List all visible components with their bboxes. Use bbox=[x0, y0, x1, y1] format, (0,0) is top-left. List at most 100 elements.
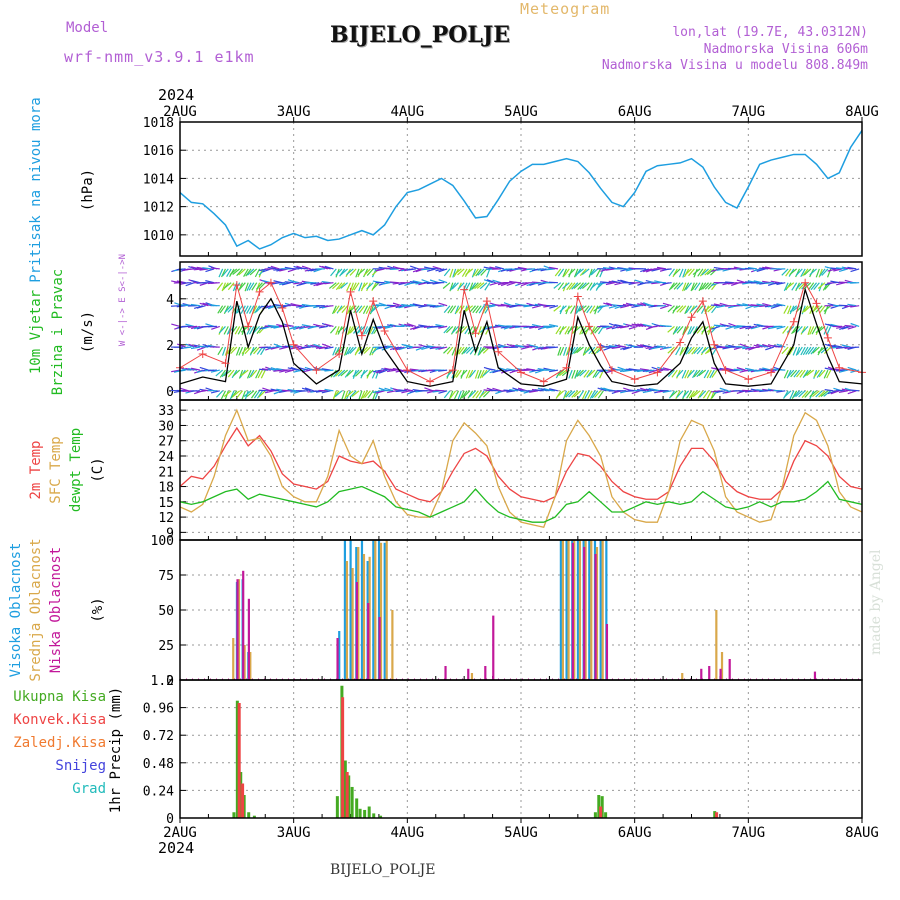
wind-barb bbox=[571, 369, 576, 379]
wind-gust-point bbox=[562, 363, 571, 372]
y-tick-label: 33 bbox=[158, 404, 174, 419]
wind-barb bbox=[188, 343, 198, 348]
wind-gust-point bbox=[312, 366, 321, 375]
wind-barb bbox=[321, 390, 331, 394]
wind-barb bbox=[171, 369, 181, 373]
wind-barb bbox=[371, 346, 380, 354]
wind-gust-point bbox=[198, 350, 207, 358]
wind-barb bbox=[244, 390, 249, 400]
wind-barb bbox=[270, 367, 280, 371]
wind-barb bbox=[581, 326, 587, 335]
wind-barb bbox=[333, 305, 340, 314]
wind-barb bbox=[381, 368, 391, 371]
wind-barb bbox=[324, 388, 334, 392]
wind-barb bbox=[476, 282, 485, 289]
wind-barb bbox=[451, 325, 459, 334]
cloud-ylabel-0: Visoka Oblacnost bbox=[8, 543, 24, 678]
wind-barb bbox=[682, 326, 687, 336]
wind-barb bbox=[573, 282, 582, 290]
wind-barb bbox=[443, 346, 451, 354]
wind-barb bbox=[313, 343, 323, 348]
wind-barb bbox=[810, 282, 818, 291]
wind-barb bbox=[472, 305, 479, 314]
wind-barb bbox=[352, 369, 360, 378]
wind-gust-point bbox=[221, 359, 230, 368]
wind-barb bbox=[475, 305, 482, 314]
x-tick-label-top: 2AUG bbox=[163, 104, 197, 120]
wind-barb bbox=[529, 325, 539, 329]
panel-frame bbox=[179, 679, 863, 819]
wind-barb bbox=[686, 390, 693, 399]
year-label-bottom: 2024 bbox=[158, 839, 194, 857]
wind-gust-point bbox=[539, 377, 548, 386]
wind-barb bbox=[750, 325, 760, 330]
wind-barb bbox=[503, 369, 513, 372]
wind-barb bbox=[543, 265, 553, 270]
wind-barb bbox=[813, 282, 820, 291]
wind-barb bbox=[750, 346, 760, 349]
wind-barb bbox=[332, 282, 340, 290]
wind-barb bbox=[520, 304, 530, 307]
wind-barb bbox=[463, 346, 471, 354]
wind-barb bbox=[468, 282, 474, 292]
wind-barb bbox=[820, 346, 829, 354]
wind-barb bbox=[199, 366, 209, 371]
wind-barb bbox=[671, 369, 678, 378]
wind-barb bbox=[672, 305, 681, 312]
wind-barb bbox=[435, 324, 445, 327]
wind-barb bbox=[229, 390, 235, 400]
cloud-bar bbox=[349, 540, 352, 680]
wind-barb bbox=[238, 282, 246, 290]
wind-barb bbox=[800, 326, 806, 335]
x-tick-label-top: 5AUG bbox=[504, 104, 538, 120]
wind-barb bbox=[503, 268, 513, 271]
x-tick-label-bottom: 7AUG bbox=[731, 825, 765, 841]
wind-barb bbox=[182, 368, 192, 371]
wind-barb bbox=[492, 325, 502, 329]
x-tick-label-bottom: 6AUG bbox=[618, 825, 652, 841]
wind-barb bbox=[594, 346, 602, 355]
wind-barb bbox=[805, 346, 812, 355]
wind-barb bbox=[553, 305, 562, 312]
wind-barb bbox=[357, 268, 366, 276]
wind-barb bbox=[767, 305, 777, 308]
wind-barb bbox=[614, 282, 624, 286]
wind-barb bbox=[366, 268, 374, 276]
wind-barb bbox=[651, 388, 661, 392]
wind-barb bbox=[438, 325, 448, 329]
wind-barb bbox=[656, 266, 667, 270]
wind-barb bbox=[841, 325, 851, 330]
wind-barb bbox=[579, 282, 587, 290]
wind-barb bbox=[185, 282, 195, 287]
y-tick-label: 1016 bbox=[143, 144, 174, 159]
wind-barb bbox=[465, 346, 474, 354]
wind-barb bbox=[236, 390, 243, 399]
wind-barb bbox=[248, 305, 255, 314]
precip-bar bbox=[341, 697, 345, 818]
wind-barb bbox=[576, 268, 584, 275]
cloud-bar bbox=[362, 554, 366, 680]
wind-barb bbox=[256, 326, 263, 334]
wind-barb bbox=[248, 282, 255, 291]
wind-barb bbox=[182, 346, 192, 349]
cloud-bar bbox=[583, 547, 586, 680]
wind-barb bbox=[353, 282, 360, 291]
wind-barb bbox=[210, 267, 220, 270]
x-tick-label-bottom: 5AUG bbox=[504, 825, 538, 841]
wind-barb bbox=[351, 390, 360, 397]
wind-barb bbox=[597, 390, 604, 399]
wind-barb bbox=[238, 268, 246, 276]
wind-barb bbox=[783, 305, 789, 314]
wind-barb bbox=[796, 369, 803, 378]
cloud-bar bbox=[595, 547, 599, 680]
footer-station: BIJELO_POLJE bbox=[330, 862, 436, 878]
wind-barb bbox=[471, 282, 479, 290]
wind-barb bbox=[800, 346, 806, 356]
cloud-bar bbox=[345, 561, 349, 680]
wind-barb bbox=[697, 390, 704, 399]
wind-barb bbox=[438, 369, 448, 372]
wind-barb bbox=[375, 369, 385, 374]
wind-barb bbox=[802, 268, 809, 277]
y-tick-label: 1012 bbox=[143, 201, 174, 216]
wind-barb bbox=[690, 390, 698, 398]
